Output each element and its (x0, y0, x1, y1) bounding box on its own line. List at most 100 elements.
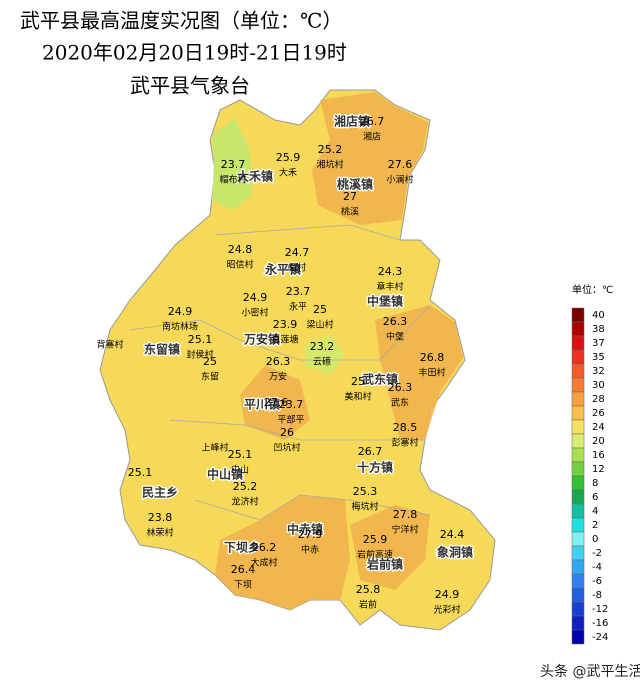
town-label: 东留镇 (144, 342, 180, 357)
station-name: 梅坑村 (351, 501, 378, 513)
station-name: 中山 (231, 464, 249, 476)
station-name: 云礤 (313, 356, 331, 368)
station-name: 中堡 (386, 331, 404, 343)
warm-zone (312, 92, 428, 225)
legend-label: 40 (592, 310, 605, 321)
station-value: 24.3 (378, 265, 403, 278)
legend-swatch (571, 545, 585, 561)
station-value: 26.3 (388, 381, 413, 394)
warm-zone (375, 305, 463, 440)
legend-label: 30 (592, 380, 605, 391)
station-name: 美和村 (344, 391, 371, 403)
station-value: 26.8 (420, 351, 445, 364)
town-label: 大禾镇 (237, 169, 273, 184)
station-value: 23.7 (286, 285, 311, 298)
legend-label: -12 (592, 604, 608, 615)
legend-swatch (571, 573, 585, 589)
station-value: 24.9 (243, 291, 268, 304)
watermark: 头条 @武平生活 (540, 663, 640, 680)
legend-label: 6 (592, 492, 598, 503)
legend-swatch (571, 517, 585, 533)
station-value: 24.4 (440, 528, 465, 541)
station-value: 25.1 (228, 448, 253, 461)
station-name: 小澜村 (386, 174, 413, 186)
station-value: 23.7 (279, 398, 304, 411)
station-value: 27.8 (393, 508, 418, 521)
station-value: 25.2 (233, 480, 258, 493)
legend-swatch (571, 307, 585, 323)
station-name: 彭寨村 (391, 437, 418, 449)
station-value: 27.6 (264, 396, 289, 409)
station-name: 永平 (289, 301, 307, 313)
station-value: 24.8 (228, 243, 253, 256)
legend-label: -4 (592, 562, 602, 573)
legend-title: 单位：℃ (572, 283, 613, 296)
legend-swatch (571, 629, 585, 645)
legend-label: 38 (592, 324, 605, 335)
legend-swatch (571, 419, 585, 435)
station-value: 25.9 (363, 533, 388, 546)
town-border (169, 419, 425, 441)
station-value: 26.7 (358, 445, 383, 458)
station-value: 25.8 (356, 583, 381, 596)
station-name: 章丰村 (376, 281, 403, 293)
station-value: 25 (203, 355, 217, 368)
county-area (99, 89, 496, 631)
station-name: 丰田村 (418, 367, 445, 379)
station-value: 26 (280, 426, 294, 439)
station-name: 岩前 (359, 599, 377, 611)
station-value: 25.3 (353, 485, 378, 498)
station-value: 27.9 (298, 528, 323, 541)
legend-swatch (571, 601, 585, 617)
station-name: 大禾 (279, 167, 297, 179)
legend-label: -16 (592, 618, 608, 629)
station-name: 中赤 (301, 544, 319, 556)
station-name: 武东 (391, 397, 409, 409)
station-value: 23.7 (221, 158, 246, 171)
town-label: 象洞镇 (437, 545, 473, 560)
legend-label: -8 (592, 590, 602, 601)
legend-swatch (571, 461, 585, 477)
station-name: 万安 (269, 371, 287, 383)
station-name: 昭信村 (226, 259, 253, 271)
legend-label: 20 (592, 436, 605, 447)
legend-label: 4 (592, 506, 598, 517)
station-name: 湘坑村 (316, 159, 343, 171)
station-value: 23.9 (273, 318, 298, 331)
legend-swatch (571, 335, 585, 351)
station-name: 桃溪 (341, 206, 359, 218)
legend-swatch (571, 531, 585, 547)
town-label: 永平镇 (264, 262, 301, 277)
legend-swatch (571, 587, 585, 603)
legend-swatch (571, 363, 585, 379)
station-name: 帽布村 (219, 174, 246, 186)
cool-zone (305, 335, 345, 375)
town-label: 岩前镇 (366, 557, 403, 572)
station-name: 小密村 (241, 307, 268, 319)
station-value: 23.8 (148, 511, 173, 524)
station-name: 宁洋村 (391, 524, 418, 536)
legend-label: -24 (592, 632, 608, 643)
legend-swatch (571, 447, 585, 463)
station-name: 梁山村 (306, 319, 333, 331)
legend-swatch (571, 405, 585, 421)
station-name: 龙济村 (231, 496, 258, 508)
town-label: 桃溪镇 (337, 177, 373, 192)
warm-zone (240, 365, 310, 440)
legend-label: 26 (592, 408, 605, 419)
station-value: 24.9 (435, 588, 460, 601)
legend-label: -2 (592, 548, 602, 559)
station-name: 白莲塘 (271, 334, 298, 346)
town-label: 中山镇 (207, 467, 243, 482)
legend-swatch (571, 349, 585, 365)
station-value: 25.1 (188, 333, 213, 346)
station-name: 下坝 (234, 580, 252, 591)
legend-swatch (571, 433, 585, 449)
station-value: 26.2 (252, 541, 277, 554)
station-value: 26.7 (360, 115, 385, 128)
station-name: 帽村 (288, 262, 306, 274)
legend-swatch (571, 503, 585, 519)
station-name: 封侯村 (186, 349, 213, 361)
legend-swatch (571, 489, 585, 505)
station-value: 24.9 (168, 305, 193, 318)
